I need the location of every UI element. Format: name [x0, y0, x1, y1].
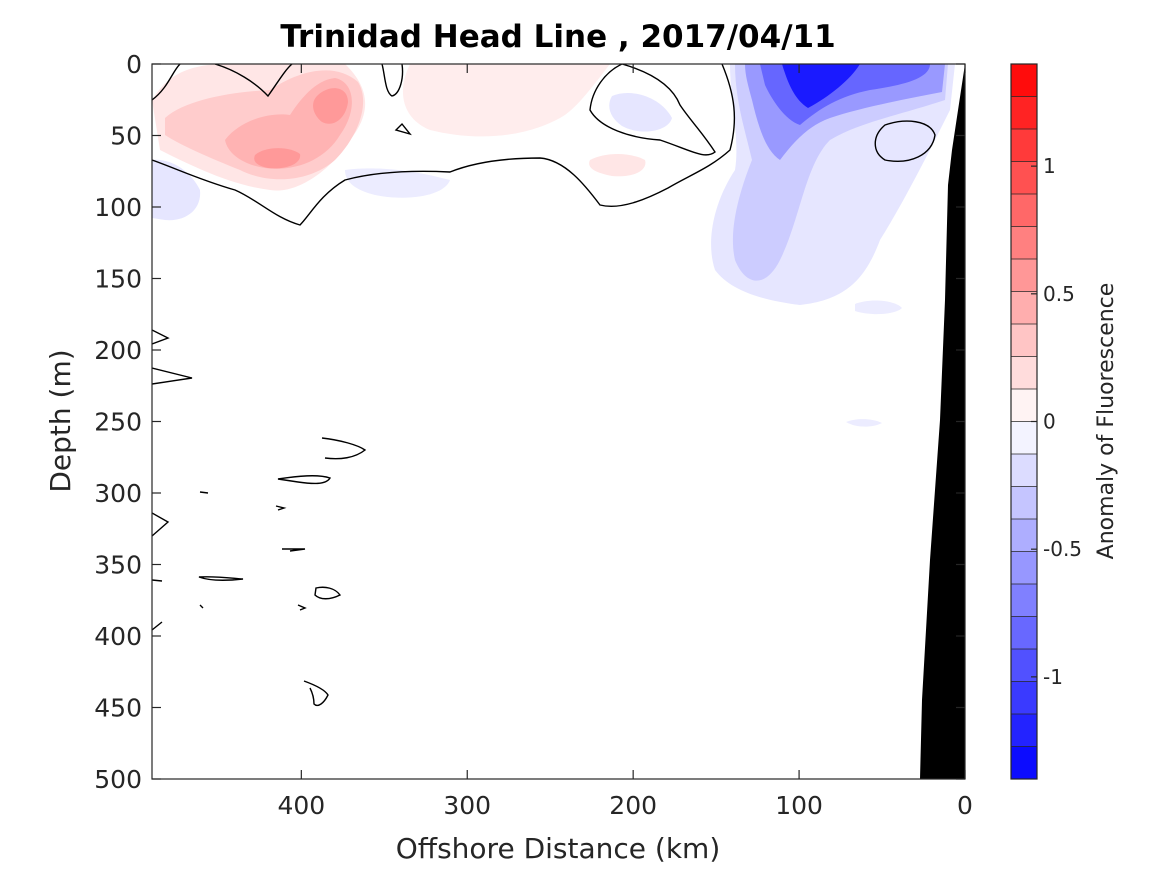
positive-anomaly-faint: [402, 64, 610, 137]
colorbar-segment: [1011, 64, 1037, 97]
colorbar-tick-label: 1: [1043, 154, 1056, 178]
colorbar: [1011, 63, 1037, 780]
y-tick-label: 100: [94, 193, 142, 222]
zero-contours: [152, 64, 936, 707]
colorbar-segment: [1011, 551, 1037, 585]
colorbar-segment: [1011, 356, 1037, 390]
colorbar-segment: [1011, 746, 1037, 780]
colorbar-tick-label: -0.5: [1043, 537, 1082, 561]
x-tick-label: 200: [609, 791, 657, 820]
y-tick-label: 0: [126, 50, 142, 79]
colorbar-segment: [1011, 616, 1037, 650]
plot-area: [151, 63, 966, 780]
y-tick-label: 450: [94, 694, 142, 723]
colorbar-tick-label: 0: [1043, 410, 1056, 434]
colorbar-segment: [1011, 584, 1037, 617]
y-axis-label: Depth (m): [44, 349, 77, 492]
colorbar-segment: [1011, 259, 1037, 292]
colorbar-segment: [1011, 129, 1037, 162]
x-axis-label: Offshore Distance (km): [396, 832, 721, 865]
negative-anomaly-faint-left: [152, 159, 201, 221]
y-axis: 0 50 100 150 200 250 300 350 400 450 500: [94, 50, 965, 794]
colorbar-tick-label: 0.5: [1043, 282, 1075, 306]
colorbar-label: Anomaly of Fluorescence: [1094, 283, 1119, 560]
y-tick-label: 50: [110, 122, 142, 151]
colorbar-tick-label: -1: [1043, 665, 1063, 689]
chart-title: Trinidad Head Line , 2017/04/11: [280, 19, 835, 55]
colorbar-segment: [1011, 161, 1037, 195]
anomaly-fill: [152, 64, 965, 779]
y-tick-label: 150: [94, 265, 142, 294]
contour-line: [152, 64, 736, 226]
colorbar-segment: [1011, 389, 1037, 422]
positive-anomaly-faint-2: [589, 154, 646, 177]
colorbar-segment: [1011, 714, 1037, 747]
colorbar-segment: [1011, 486, 1037, 520]
contour-line: [874, 120, 936, 162]
negative-anomaly-faint-mid: [345, 168, 450, 198]
x-tick-label: 300: [443, 791, 491, 820]
y-tick-label: 350: [94, 551, 142, 580]
colorbar-segment: [1011, 681, 1037, 715]
negative-anomaly-faint-deep: [855, 300, 902, 315]
y-tick-label: 250: [94, 408, 142, 437]
negative-anomaly-faint-deep-2: [846, 419, 882, 427]
colorbar-segment: [1011, 324, 1037, 357]
y-tick-label: 500: [94, 765, 142, 794]
contour-line: [152, 64, 404, 101]
seafloor: [920, 64, 965, 779]
colorbar-frame: [1010, 63, 1038, 780]
contour-line: [394, 122, 412, 136]
colorbar-segment: [1011, 96, 1037, 130]
colorbar-segment: [1011, 226, 1037, 260]
colorbar-segment: [1011, 421, 1037, 455]
y-tick-label: 300: [94, 479, 142, 508]
contour-line: [152, 329, 367, 707]
y-tick-label: 200: [94, 336, 142, 365]
positive-anomaly-core-2: [254, 148, 301, 169]
x-tick-label: 400: [277, 791, 325, 820]
x-tick-label: 0: [957, 791, 973, 820]
colorbar-segment: [1011, 194, 1037, 227]
x-tick-label: 100: [775, 791, 823, 820]
x-axis: 400 300 200 100 0: [277, 64, 973, 820]
colorbar-ticks: 1 0.5 0 -0.5 -1: [1031, 154, 1082, 689]
colorbar-segment: [1011, 519, 1037, 552]
colorbar-segment: [1011, 291, 1037, 325]
positive-anomaly-core: [313, 88, 348, 124]
y-tick-label: 400: [94, 622, 142, 651]
negative-anomaly-core: [782, 64, 860, 108]
negative-anomaly-faint-patch: [609, 92, 672, 132]
colorbar-segment: [1011, 454, 1037, 487]
